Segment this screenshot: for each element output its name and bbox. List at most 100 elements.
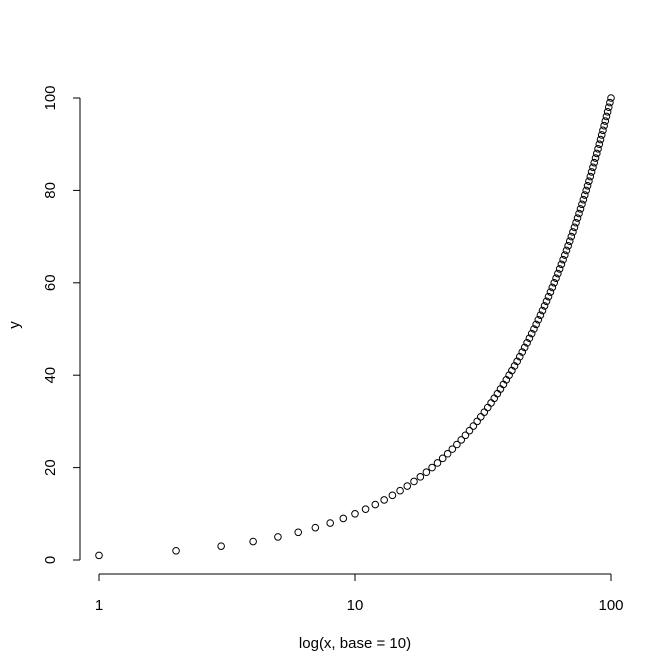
data-point — [448, 445, 457, 453]
data-point — [557, 260, 566, 269]
data-point — [443, 449, 452, 458]
x-tick-label: 10 — [347, 597, 364, 614]
data-point — [542, 297, 551, 306]
data-point — [326, 519, 334, 527]
data-point — [546, 288, 555, 296]
data-point — [573, 214, 582, 222]
data-point — [552, 274, 560, 282]
data-point — [527, 329, 536, 338]
data-point — [520, 343, 529, 352]
x-axis: 1 10 100 — [95, 573, 624, 614]
data-point — [453, 440, 461, 449]
y-tick-label: 0 — [42, 556, 59, 564]
data-point — [530, 325, 538, 333]
data-point — [540, 302, 549, 310]
data-point — [591, 154, 600, 162]
data-point — [339, 514, 348, 523]
data-point — [311, 523, 320, 532]
data-point — [544, 292, 553, 301]
data-points — [95, 94, 615, 560]
data-point — [274, 533, 282, 541]
data-point — [396, 486, 404, 495]
data-point — [570, 223, 579, 232]
data-point — [607, 94, 615, 102]
x-tick-label: 1 — [95, 597, 103, 614]
data-point — [589, 163, 597, 172]
data-point — [564, 242, 572, 250]
data-point — [483, 403, 492, 412]
data-point — [490, 394, 499, 403]
data-point — [592, 149, 601, 158]
x-tick-label: 100 — [598, 597, 623, 614]
data-point — [438, 454, 447, 463]
data-point — [554, 269, 562, 278]
data-point — [249, 537, 257, 546]
data-point — [461, 431, 470, 440]
data-point — [534, 315, 543, 324]
data-point — [565, 237, 574, 246]
data-point — [525, 334, 534, 343]
data-point — [585, 177, 593, 185]
data-point — [513, 357, 521, 366]
data-point — [559, 255, 567, 264]
data-point — [536, 311, 545, 319]
data-point — [583, 181, 592, 190]
data-point — [579, 195, 588, 204]
y-tick-label: 40 — [42, 367, 59, 384]
data-point — [469, 422, 478, 430]
data-point — [561, 251, 569, 259]
data-point — [550, 279, 559, 287]
data-point — [388, 491, 397, 500]
y-tick-label: 80 — [42, 182, 59, 199]
data-point — [465, 426, 474, 435]
data-point — [515, 352, 524, 361]
data-point — [572, 218, 580, 227]
data-point — [422, 468, 431, 477]
data-point — [371, 500, 380, 509]
data-point — [351, 510, 359, 518]
data-point — [403, 482, 412, 490]
data-point — [172, 546, 180, 555]
data-point — [576, 205, 585, 213]
data-point — [473, 417, 481, 426]
data-point — [493, 389, 502, 398]
data-point — [603, 108, 612, 116]
data-point — [538, 306, 547, 315]
y-tick-label: 60 — [42, 274, 59, 291]
data-point — [428, 463, 436, 472]
data-point — [578, 200, 586, 209]
data-point — [433, 459, 442, 467]
data-point — [582, 186, 590, 195]
data-point — [569, 228, 577, 236]
y-axis-title: y — [6, 321, 23, 329]
data-point — [600, 121, 608, 130]
data-point — [217, 542, 225, 550]
data-point — [532, 320, 540, 329]
data-point — [416, 473, 425, 481]
y-tick-label: 100 — [42, 85, 59, 110]
data-point — [294, 528, 303, 537]
data-point — [590, 158, 599, 167]
data-point — [575, 209, 583, 218]
data-point — [606, 98, 614, 107]
data-point — [587, 168, 596, 176]
data-point — [457, 436, 466, 444]
data-point — [548, 283, 557, 292]
data-point — [555, 265, 564, 273]
data-point — [601, 117, 610, 125]
data-point — [567, 232, 576, 241]
data-point — [95, 551, 103, 560]
data-point — [602, 112, 611, 121]
data-point — [597, 131, 606, 139]
data-point — [410, 477, 418, 486]
data-point — [599, 126, 607, 135]
data-point — [604, 103, 613, 112]
data-point — [580, 191, 589, 199]
y-tick-label: 20 — [42, 459, 59, 476]
data-point — [480, 408, 489, 416]
data-point — [518, 348, 527, 356]
data-point — [523, 339, 531, 347]
data-point — [487, 399, 495, 407]
data-point — [595, 140, 604, 148]
